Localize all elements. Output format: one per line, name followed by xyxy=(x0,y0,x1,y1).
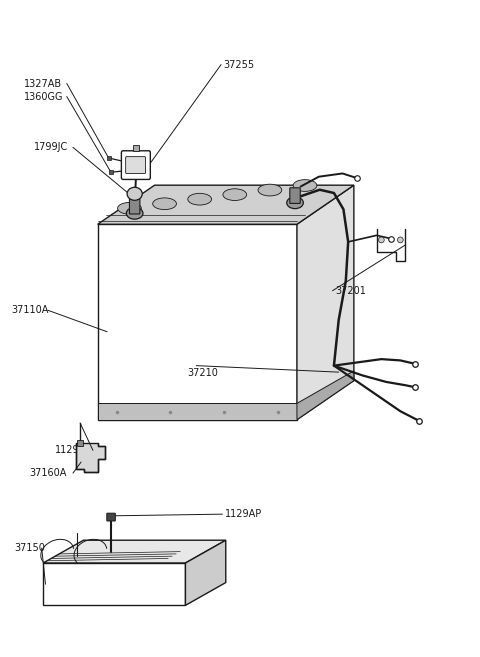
Polygon shape xyxy=(97,224,297,420)
FancyBboxPatch shape xyxy=(130,198,140,214)
Ellipse shape xyxy=(188,193,212,205)
Polygon shape xyxy=(43,540,226,563)
Text: 37150: 37150 xyxy=(14,543,46,553)
Text: 37255: 37255 xyxy=(223,60,254,70)
Ellipse shape xyxy=(126,208,143,219)
FancyBboxPatch shape xyxy=(126,156,145,173)
Text: 37160A: 37160A xyxy=(29,468,66,478)
Polygon shape xyxy=(297,371,354,420)
Text: 1799JC: 1799JC xyxy=(34,143,68,152)
Text: 1327AB: 1327AB xyxy=(24,79,62,89)
Polygon shape xyxy=(97,185,354,224)
FancyBboxPatch shape xyxy=(121,151,150,179)
Polygon shape xyxy=(76,443,105,472)
Polygon shape xyxy=(43,563,185,605)
Ellipse shape xyxy=(379,237,384,243)
Ellipse shape xyxy=(153,198,177,210)
Text: 37210: 37210 xyxy=(187,368,218,378)
Polygon shape xyxy=(97,403,297,420)
Ellipse shape xyxy=(118,202,141,214)
FancyBboxPatch shape xyxy=(107,513,115,521)
Ellipse shape xyxy=(293,179,317,191)
Ellipse shape xyxy=(258,184,282,196)
Ellipse shape xyxy=(127,187,142,200)
Text: 37110A: 37110A xyxy=(12,306,48,315)
Ellipse shape xyxy=(223,189,247,200)
Text: 1129AP: 1129AP xyxy=(225,509,262,519)
Text: 1129AT: 1129AT xyxy=(55,445,91,455)
Ellipse shape xyxy=(397,237,403,243)
FancyBboxPatch shape xyxy=(290,188,300,204)
Text: 1360GG: 1360GG xyxy=(24,91,64,102)
Ellipse shape xyxy=(287,197,303,209)
Polygon shape xyxy=(185,540,226,605)
Text: 37201: 37201 xyxy=(335,286,366,296)
Polygon shape xyxy=(297,185,354,420)
